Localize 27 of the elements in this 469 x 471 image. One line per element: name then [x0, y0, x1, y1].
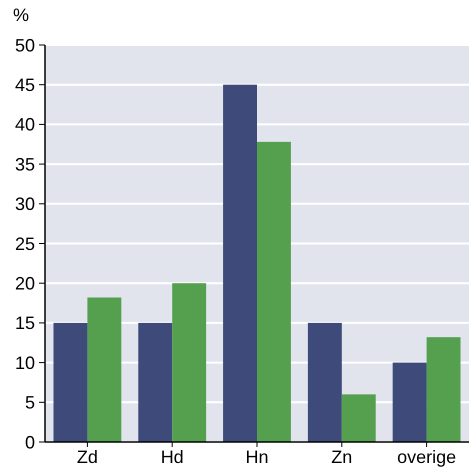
bar [426, 337, 461, 442]
x-tick-label: Hd [160, 447, 184, 467]
y-tick-label: 10 [14, 352, 35, 373]
x-tick-label: Zn [331, 447, 352, 467]
y-axis-title: % [13, 5, 30, 25]
bar [87, 297, 122, 442]
y-tick-label: 20 [14, 274, 35, 294]
y-tick-label: 50 [14, 35, 35, 56]
x-tick-label: Hn [245, 447, 269, 467]
y-tick-label: 30 [14, 194, 35, 214]
y-tick-label: 5 [24, 392, 35, 413]
y-tick-label: 25 [14, 234, 35, 254]
x-tick-label: Zd [76, 447, 98, 467]
y-tick-label: 0 [24, 432, 35, 452]
y-tick-label: 15 [14, 313, 35, 334]
y-tick-label: 45 [14, 75, 35, 95]
bar [308, 322, 342, 442]
y-tick-label: 35 [14, 154, 35, 174]
bar [392, 362, 427, 442]
bar [257, 142, 291, 442]
bar [223, 84, 257, 442]
bar [138, 322, 172, 442]
bar [53, 322, 88, 442]
x-tick-label: overige [397, 447, 456, 467]
bar [172, 283, 206, 442]
bar [342, 394, 376, 442]
y-tick-label: 40 [14, 114, 35, 135]
